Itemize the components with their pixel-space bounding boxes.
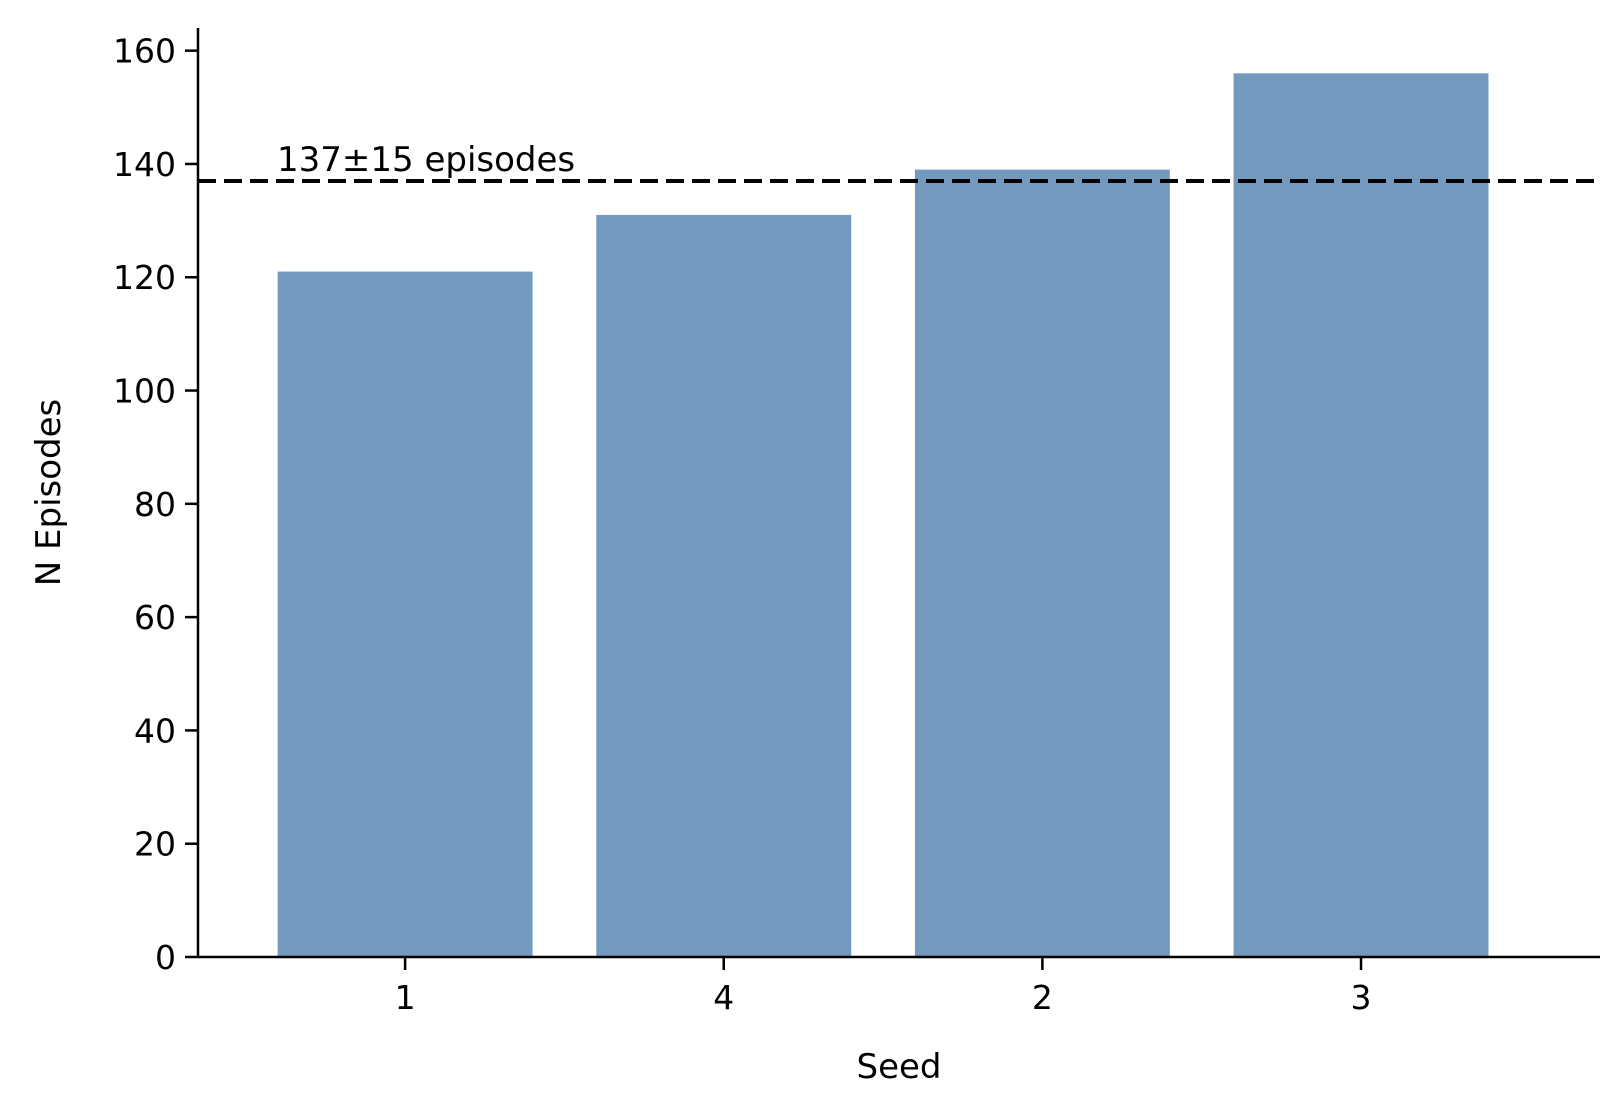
- y-tick-label: 140: [113, 145, 176, 184]
- y-tick-label: 20: [134, 825, 176, 864]
- x-tick-label: 2: [1032, 978, 1053, 1017]
- bar-seed-4: [596, 214, 852, 957]
- bar-seed-1: [277, 271, 533, 958]
- y-tick-label: 160: [113, 32, 176, 71]
- y-tick-label: 60: [134, 598, 176, 637]
- bars-group: [277, 73, 1489, 958]
- y-axis-label: N Episodes: [29, 399, 69, 586]
- x-tick-label: 1: [395, 978, 416, 1017]
- y-tick-label: 80: [134, 485, 176, 524]
- y-ticks-group: 0 20 40 60 80 100 120 140 160: [113, 32, 198, 977]
- bar-seed-2: [914, 169, 1170, 958]
- y-tick-label: 0: [155, 938, 176, 977]
- y-tick-label: 100: [113, 372, 176, 411]
- y-tick-label: 40: [134, 711, 176, 750]
- y-tick-label: 120: [113, 258, 176, 297]
- bar-seed-3: [1233, 73, 1489, 957]
- x-ticks-group: 1 4 2 3: [395, 957, 1372, 1017]
- x-axis-label: Seed: [857, 1047, 942, 1087]
- x-tick-label: 3: [1351, 978, 1372, 1017]
- x-tick-label: 4: [713, 978, 734, 1017]
- mean-annotation: 137±15 episodes: [277, 140, 575, 180]
